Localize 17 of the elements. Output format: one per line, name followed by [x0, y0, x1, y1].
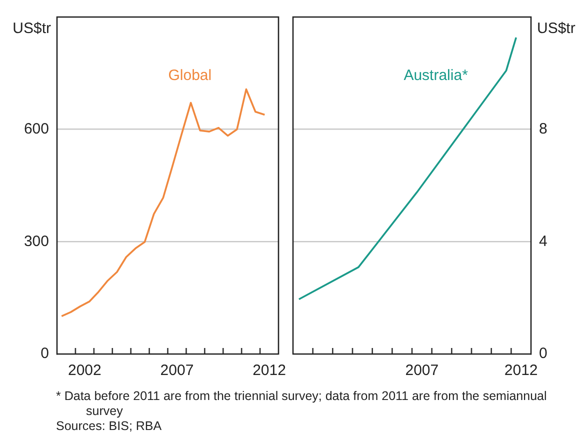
series-label: Global — [168, 67, 212, 84]
y-tick-label: 600 — [24, 120, 49, 138]
y-tick-label: 300 — [24, 232, 49, 250]
y-tick-label: 0 — [40, 345, 49, 362]
y-axis-title: US$tr — [537, 20, 576, 38]
y-tick-label: 8 — [539, 120, 548, 138]
x-tick-label: 2007 — [405, 362, 439, 380]
x-tick-label: 2007 — [160, 362, 194, 380]
x-tick-label: 2002 — [68, 362, 102, 380]
y-axis-title: US$tr — [12, 20, 52, 38]
x-tick-label: 2012 — [504, 362, 538, 380]
y-tick-label: 0 — [539, 345, 548, 362]
y-tick-label: 4 — [539, 232, 548, 250]
source-note: Sources: BIS; RBA — [56, 419, 163, 434]
series-label: Australia* — [404, 67, 468, 84]
x-tick-label: 2012 — [252, 362, 286, 380]
text: * Data before 2011 are from the triennial survey; data from 2011 are from the semiannual survey — [56, 389, 548, 419]
